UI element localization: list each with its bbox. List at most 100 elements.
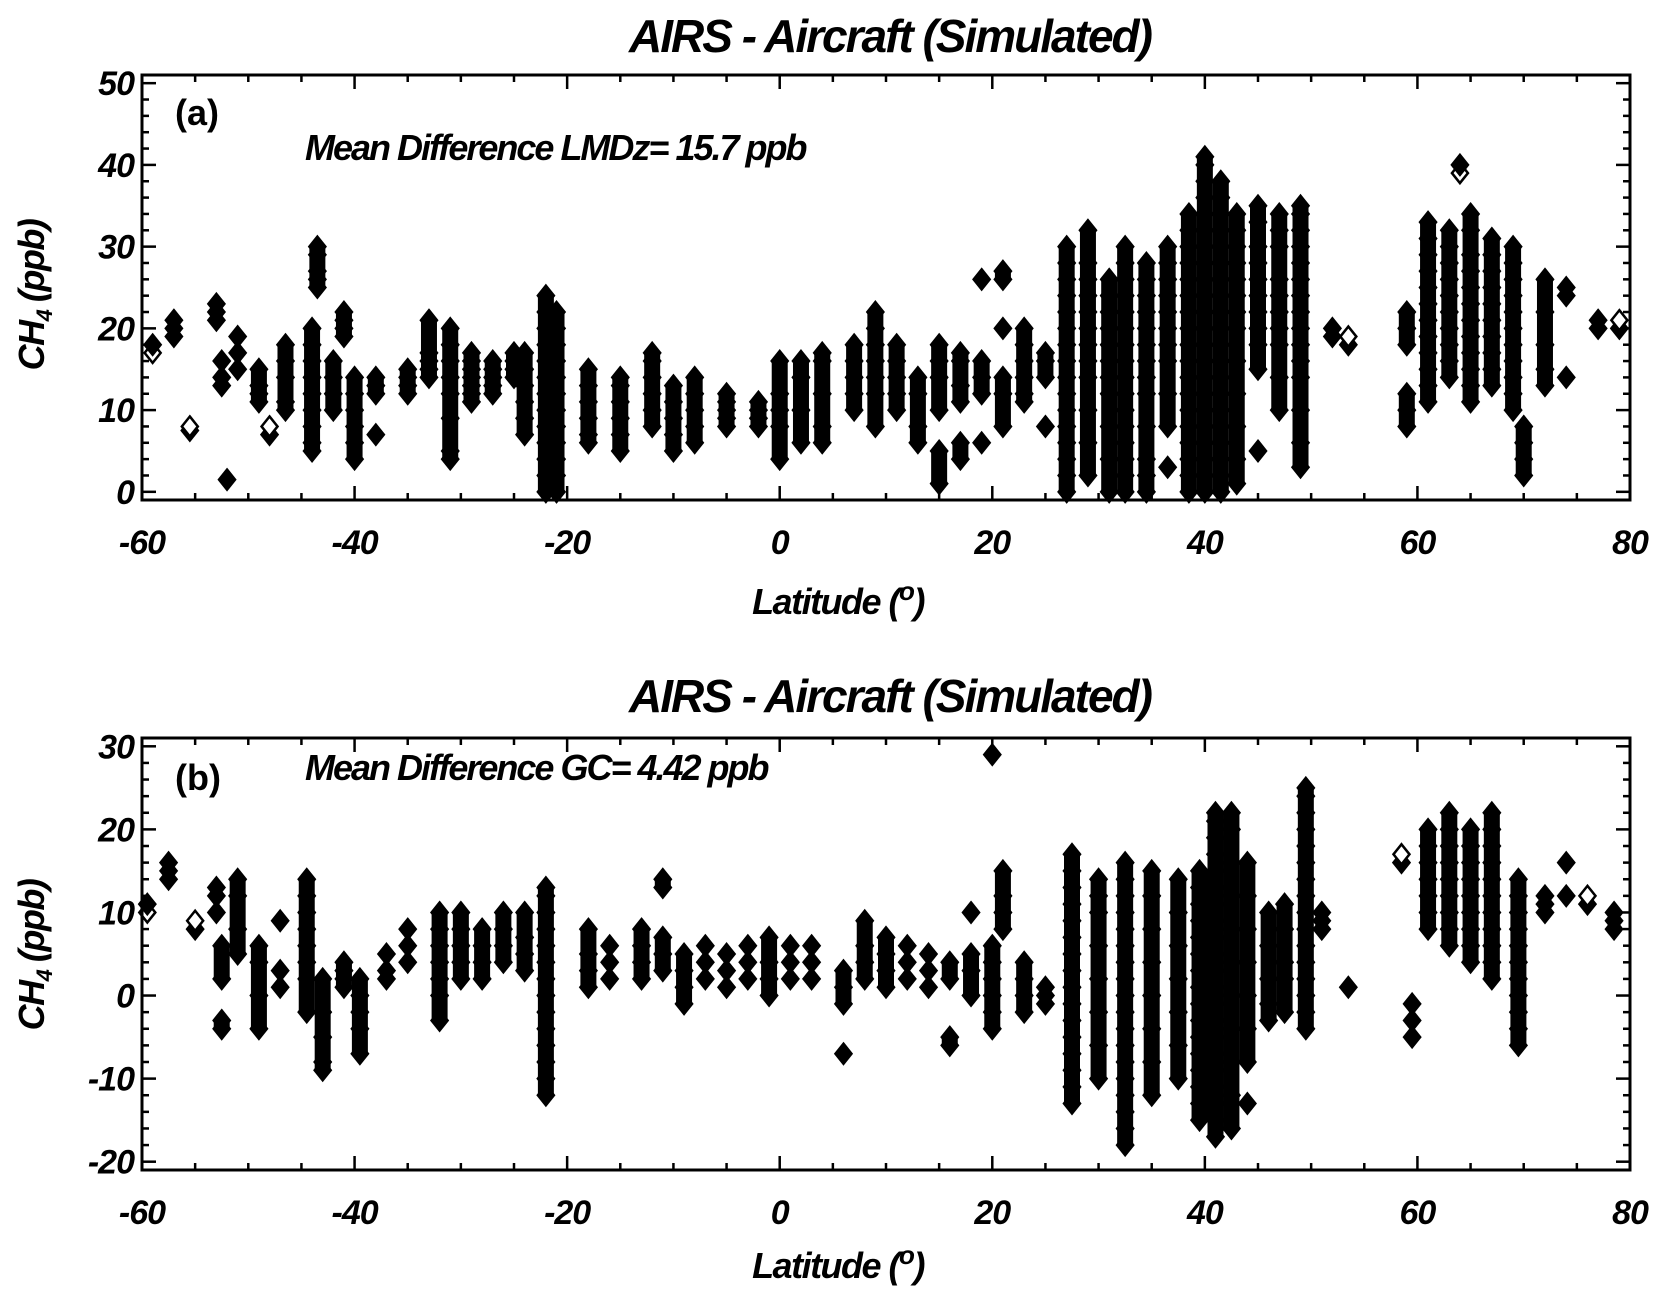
data-point-stack (1090, 978, 1107, 1013)
panel-a-ylabel-main: CH (11, 319, 52, 370)
data-point-stack (1090, 912, 1107, 946)
data-point (940, 950, 960, 975)
data-point-stack (792, 377, 809, 411)
data-point-stack (1239, 995, 1256, 1029)
panel-b-x-axis-label: Latitude (o) (752, 1240, 924, 1286)
data-point (1248, 193, 1268, 218)
data-point-stack (1536, 279, 1553, 313)
data-point (663, 373, 684, 398)
data-point-stack (1276, 978, 1293, 1013)
data-point (228, 357, 248, 382)
data-point-stack (1260, 912, 1277, 946)
data-point-stack (1143, 995, 1160, 1029)
data-point-stack (1079, 442, 1096, 476)
data-point (1259, 900, 1279, 925)
data-point (738, 966, 758, 991)
data-point (844, 332, 864, 357)
data-point (313, 966, 333, 991)
data-point (270, 958, 290, 983)
data-point-stack (1228, 426, 1245, 460)
data-point-stack (867, 393, 884, 427)
data-point-stack (1159, 361, 1176, 394)
panel-a-ylabel-unit: (ppb) (11, 219, 52, 310)
data-point-stack (314, 978, 331, 1013)
data-point-stack (1090, 945, 1107, 979)
data-point (1556, 883, 1576, 908)
data-point (302, 316, 322, 341)
data-point-stack (814, 361, 831, 394)
data-point (212, 349, 232, 374)
x-tick-label: 60 (1400, 524, 1437, 562)
panel-b-ylabel-main: CH (11, 979, 52, 1030)
data-point (1508, 867, 1529, 892)
data-point (1322, 316, 1343, 341)
data-point (1014, 950, 1034, 975)
data-point (1450, 152, 1470, 177)
y-tick-label: 20 (97, 310, 135, 348)
data-point-stack (1239, 962, 1256, 996)
data-point (398, 917, 418, 942)
data-point (1338, 975, 1358, 1000)
panel-a-annotation: Mean Difference LMDz= 15.7 ppb (305, 127, 806, 168)
data-point (1221, 800, 1242, 825)
data-point (206, 875, 227, 900)
data-point (918, 975, 939, 1000)
data-point (1609, 308, 1629, 333)
data-point-stack (1223, 829, 1240, 863)
data-point (536, 875, 556, 900)
data-point-stack (1223, 895, 1240, 930)
data-point (398, 357, 418, 382)
data-point (1211, 169, 1231, 194)
data-point-stack (909, 393, 926, 427)
data-point-stack (792, 410, 809, 443)
data-point (429, 900, 450, 925)
data-point-stack (1292, 377, 1309, 411)
data-point (1057, 234, 1077, 259)
data-point (887, 332, 907, 357)
data-point (1099, 267, 1119, 292)
data-point (961, 900, 981, 925)
data-point-stack (1143, 1062, 1160, 1096)
data-point (1115, 850, 1135, 875)
panel-b-annotation: Mean Difference GC= 4.42 ppb (305, 747, 769, 788)
x-tick-label: 40 (1186, 1194, 1224, 1232)
data-point (780, 950, 800, 975)
data-point-stack (1090, 1045, 1107, 1079)
data-point (1397, 300, 1417, 325)
data-point-stack (1228, 361, 1245, 394)
panel-b-x-tick-labels: -60 -40 -20 0 20 40 60 80 (119, 1194, 1650, 1232)
data-point (1269, 201, 1289, 226)
data-point (695, 966, 715, 991)
data-point (1035, 414, 1056, 439)
data-point (1088, 867, 1109, 892)
data-point (1397, 381, 1417, 406)
data-point (993, 365, 1013, 390)
y-tick-label: 10 (98, 392, 135, 430)
data-point (716, 941, 737, 967)
data-point (865, 300, 885, 325)
data-point (812, 340, 832, 365)
panel-b-xlabel-close: ) (909, 1245, 924, 1286)
data-point (600, 950, 620, 975)
data-point (1195, 144, 1215, 169)
x-tick-label: 80 (1612, 1194, 1649, 1232)
x-tick-label: -20 (544, 1194, 591, 1232)
data-point-stack (1101, 426, 1118, 460)
data-point (791, 349, 811, 374)
data-point (376, 958, 397, 983)
x-tick-label: 80 (1612, 524, 1649, 562)
data-point (653, 925, 673, 950)
data-point (461, 340, 482, 365)
data-point (1418, 210, 1438, 235)
data-point (653, 867, 673, 892)
data-point (472, 917, 492, 942)
panel-b-ylabel-unit: (ppb) (11, 879, 52, 970)
data-point (1535, 883, 1555, 908)
data-point-stack (1292, 410, 1309, 443)
data-point (929, 332, 949, 357)
data-point (685, 365, 705, 390)
panel-a: AIRS - Aircraft (Simulated) -60 -40 -20 0 20… (11, 10, 1650, 622)
data-point (1514, 414, 1534, 439)
panel-a-xlabel-main: Latitude ( (752, 581, 904, 622)
